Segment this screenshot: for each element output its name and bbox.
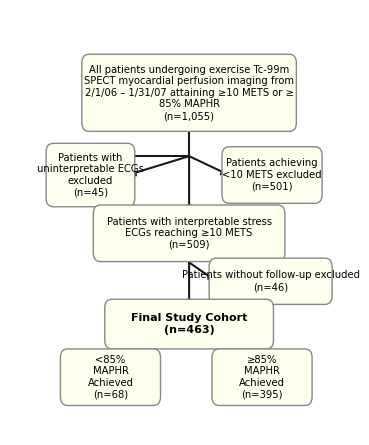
FancyBboxPatch shape xyxy=(61,349,161,405)
Text: Patients with interpretable stress
ECGs reaching ≥10 METS
(n=509): Patients with interpretable stress ECGs … xyxy=(107,217,272,250)
FancyBboxPatch shape xyxy=(82,54,296,131)
Text: Final Study Cohort
(n=463): Final Study Cohort (n=463) xyxy=(131,313,247,335)
FancyBboxPatch shape xyxy=(46,143,135,207)
Text: All patients undergoing exercise Tc-99m
SPECT myocardial perfusion imaging from
: All patients undergoing exercise Tc-99m … xyxy=(84,65,294,121)
FancyBboxPatch shape xyxy=(222,147,322,203)
Text: Patients achieving
<10 METS excluded
(n=501): Patients achieving <10 METS excluded (n=… xyxy=(222,158,322,192)
FancyBboxPatch shape xyxy=(105,299,273,349)
Text: Patients with
uninterpretable ECGs
excluded
(n=45): Patients with uninterpretable ECGs exclu… xyxy=(37,153,144,198)
FancyBboxPatch shape xyxy=(93,205,285,262)
FancyBboxPatch shape xyxy=(212,349,312,405)
Text: <85%
MAPHR
Achieved
(n=68): <85% MAPHR Achieved (n=68) xyxy=(87,355,134,400)
FancyBboxPatch shape xyxy=(209,258,332,304)
Text: ≥85%
MAPHR
Achieved
(n=395): ≥85% MAPHR Achieved (n=395) xyxy=(239,355,285,400)
Text: Patients without follow-up excluded
(n=46): Patients without follow-up excluded (n=4… xyxy=(182,271,360,292)
